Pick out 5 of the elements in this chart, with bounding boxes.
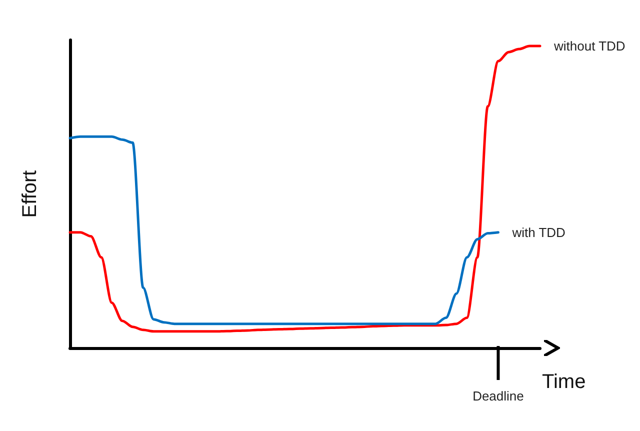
text: Deadline bbox=[472, 388, 524, 404]
series-label: with TDD bbox=[511, 224, 566, 240]
y-axis-title: Effort bbox=[19, 170, 41, 218]
series-label: without TDD bbox=[553, 38, 626, 54]
x-axis-title: Time bbox=[542, 371, 586, 393]
